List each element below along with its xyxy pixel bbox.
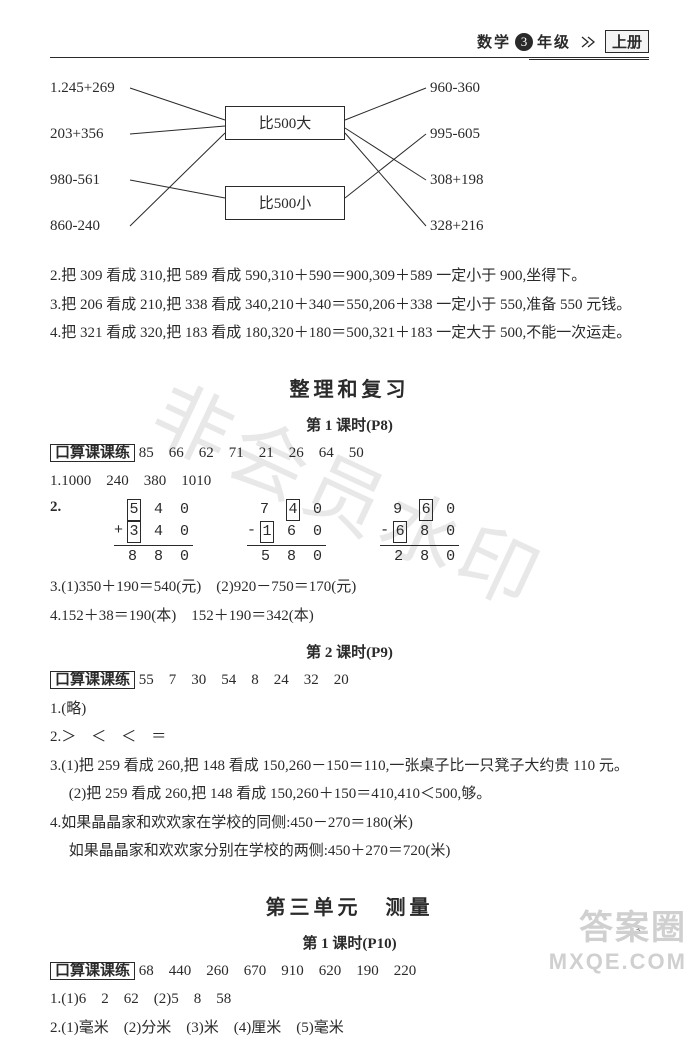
lesson1-q4: 4.152＋38＝190(本) 152＋190＝342(本) xyxy=(50,604,649,630)
diagram-box-bottom: 比500小 xyxy=(225,186,345,220)
grade-text: 年级 xyxy=(537,31,571,52)
unit3-q1: 1.(1)6 2 62 (2)5 8 58 xyxy=(50,987,649,1013)
lesson2-q4a: 4.如果晶晶家和欢欢家在学校的同侧:450－270＝180(米) xyxy=(50,811,649,837)
lesson2-q1: 1.(略) xyxy=(50,697,649,723)
diagram-right-expr: 960-360 xyxy=(430,80,480,97)
lesson2-kousuan: 口算课课练 55 7 30 54 8 24 32 20 xyxy=(50,668,649,694)
lesson2-q3a: 3.(1)把 259 看成 260,把 148 看成 150,260－150＝1… xyxy=(50,754,649,780)
volume-label: 上册 xyxy=(605,30,649,53)
lesson2-q4b: 如果晶晶家和欢欢家分别在学校的两侧:450＋270＝720(米) xyxy=(50,839,649,865)
vertical-calc: 5 4 0 +3 4 0 8 8 0 xyxy=(114,499,193,568)
kousuan-label: 口算课课练 xyxy=(50,444,135,462)
section-title-unit3: 第三单元 测量 xyxy=(50,891,649,920)
diagram-right-expr: 995-605 xyxy=(430,126,480,143)
lesson2-q2: 2.＞ ＜ ＜ ＝ xyxy=(50,725,649,751)
subject-label: 数学 xyxy=(477,31,511,52)
unit3-kousuan: 口算课课练 68 440 260 670 910 620 190 220 xyxy=(50,959,649,985)
kousuan-label: 口算课课练 xyxy=(50,962,135,980)
lesson1-kousuan: 口算课课练 85 66 62 71 21 26 64 50 xyxy=(50,441,649,467)
grade-number: 3 xyxy=(515,33,533,51)
kousuan-values: 68 440 260 670 910 620 190 220 xyxy=(139,963,417,979)
header-underline xyxy=(529,59,649,60)
vertical-calc: 7 4 0 -1 6 0 5 8 0 xyxy=(247,499,326,568)
matching-diagram: 1.245+269 203+356 980-561 860-240 960-36… xyxy=(50,78,649,258)
chevron-icon xyxy=(581,35,599,49)
kousuan-label: 口算课课练 xyxy=(50,671,135,689)
unit3-lesson1-title: 第 1 课时(P10) xyxy=(50,932,649,953)
lesson1-q2: 2. 5 4 0 +3 4 0 8 8 0 7 4 0 -1 6 0 5 8 0… xyxy=(50,499,649,568)
kousuan-values: 85 66 62 71 21 26 64 50 xyxy=(139,445,364,461)
unit3-q2: 2.(1)毫米 (2)分米 (3)米 (4)厘米 (5)毫米 xyxy=(50,1016,649,1041)
kousuan-values: 55 7 30 54 8 24 32 20 xyxy=(139,672,349,688)
lesson1-q1: 1.1000 240 380 1010 xyxy=(50,469,649,495)
lesson2-q3b: (2)把 259 看成 260,把 148 看成 150,260＋150＝410… xyxy=(50,782,649,808)
diagram-left-expr: 860-240 xyxy=(50,218,100,235)
section-title-review: 整理和复习 xyxy=(50,373,649,402)
lesson-2-title: 第 2 课时(P9) xyxy=(50,641,649,662)
diagram-left-expr: 980-561 xyxy=(50,172,100,189)
page-header: 数学 3 年级 上册 xyxy=(50,30,649,58)
diagram-left-expr: 1.245+269 xyxy=(50,80,115,97)
q2-lead: 2. xyxy=(50,499,70,516)
diagram-left-expr: 203+356 xyxy=(50,126,103,143)
question-4: 4.把 321 看成 320,把 183 看成 180,320＋180＝500,… xyxy=(50,321,649,347)
question-2: 2.把 309 看成 310,把 589 看成 590,310＋590＝900,… xyxy=(50,264,649,290)
vertical-calc: 9 6 0 -6 8 0 2 8 0 xyxy=(380,499,459,568)
lesson-1-title: 第 1 课时(P8) xyxy=(50,414,649,435)
diagram-box-top: 比500大 xyxy=(225,106,345,140)
diagram-right-expr: 308+198 xyxy=(430,172,483,189)
diagram-right-expr: 328+216 xyxy=(430,218,483,235)
question-3: 3.把 206 看成 210,把 338 看成 340,210＋340＝550,… xyxy=(50,293,649,319)
lesson1-q3: 3.(1)350＋190＝540(元) (2)920－750＝170(元) xyxy=(50,575,649,601)
